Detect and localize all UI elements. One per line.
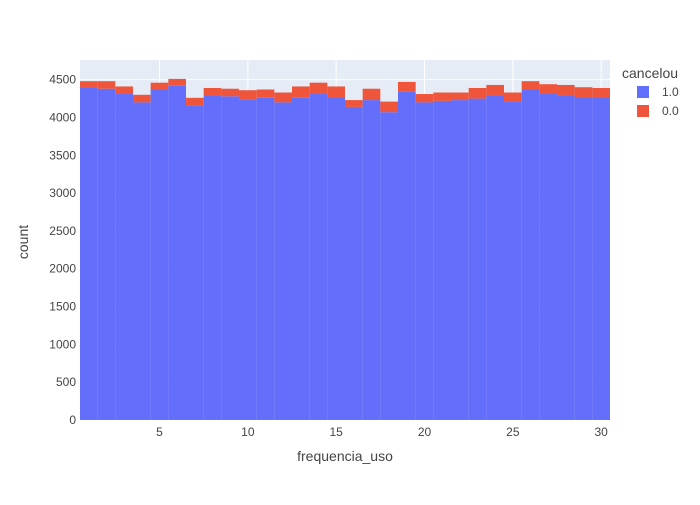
bar-0.0-19[interactable] [398, 81, 416, 92]
y-tick-label: 4000 [49, 110, 76, 124]
legend-items[interactable]: 1.00.0 [637, 85, 679, 118]
bar-1.0-7[interactable] [186, 105, 204, 421]
y-tick-label: 0 [69, 413, 76, 427]
bar-1.0-24[interactable] [486, 95, 504, 421]
legend-label: 1.0 [662, 85, 679, 99]
legend-item-0.0[interactable]: 0.0 [637, 104, 679, 118]
y-tick-label: 2000 [49, 262, 76, 276]
bar-1.0-4[interactable] [133, 102, 151, 421]
x-tick-label: 10 [241, 425, 255, 439]
bar-0.0-1[interactable] [80, 81, 98, 88]
bar-1.0-1[interactable] [80, 87, 98, 421]
bar-0.0-20[interactable] [415, 94, 434, 103]
y-tick-label: 3000 [49, 186, 76, 200]
legend-swatch [637, 86, 649, 98]
bar-0.0-17[interactable] [362, 88, 381, 101]
y-tick-labels: 0 500 1000 1500 2000 2500 3000 3500 4000 4500 [49, 73, 76, 427]
bar-0.0-22[interactable] [451, 92, 469, 101]
bar-1.0-27[interactable] [539, 94, 557, 420]
legend-label: 0.0 [662, 104, 679, 118]
legend[interactable]: cancelou 1.00.0 [622, 65, 679, 118]
bar-0.0-14[interactable] [309, 82, 328, 95]
bar-1.0-21[interactable] [433, 100, 451, 421]
bar-1.0-13[interactable] [292, 97, 310, 420]
bar-0.0-4[interactable] [133, 94, 151, 103]
y-tick-label: 2500 [49, 224, 76, 238]
bar-0.0-6[interactable] [168, 78, 186, 86]
x-axis-title: frequencia_uso [297, 448, 393, 464]
bar-1.0-6[interactable] [168, 85, 186, 420]
bar-1.0-19[interactable] [398, 91, 416, 420]
legend-title: cancelou [622, 65, 678, 81]
bar-0.0-27[interactable] [539, 84, 557, 95]
bar-0.0-25[interactable] [504, 92, 522, 102]
bar-0.0-30[interactable] [592, 87, 610, 98]
bar-0.0-12[interactable] [274, 92, 292, 103]
bar-0.0-26[interactable] [521, 81, 540, 90]
bar-1.0-22[interactable] [451, 100, 469, 420]
legend-swatch [637, 105, 649, 117]
y-tick-label: 3500 [49, 148, 76, 162]
bar-1.0-10[interactable] [239, 99, 257, 420]
bar-1.0-28[interactable] [557, 95, 575, 421]
bar-1.0-20[interactable] [415, 102, 434, 421]
bar-0.0-15[interactable] [327, 86, 345, 98]
bar-0.0-21[interactable] [433, 92, 451, 101]
y-axis-title: count [15, 225, 31, 259]
x-tick-label: 20 [418, 425, 432, 439]
bar-0.0-29[interactable] [574, 87, 593, 98]
bar-1.0-26[interactable] [521, 89, 540, 421]
bar-0.0-10[interactable] [239, 90, 257, 100]
x-tick-label: 25 [506, 425, 520, 439]
bar-1.0-8[interactable] [203, 95, 222, 421]
y-tick-label: 1000 [49, 337, 76, 351]
bar-0.0-18[interactable] [380, 101, 398, 113]
x-tick-label: 30 [594, 425, 608, 439]
bar-1.0-5[interactable] [150, 89, 169, 421]
bar-0.0-16[interactable] [345, 100, 363, 107]
bar-0.0-3[interactable] [115, 86, 133, 95]
bar-1.0-17[interactable] [362, 100, 381, 420]
bar-1.0-12[interactable] [274, 102, 292, 421]
bar-1.0-29[interactable] [574, 97, 593, 420]
bar-0.0-13[interactable] [292, 86, 310, 98]
bar-1.0-9[interactable] [221, 96, 239, 420]
bar-1.0-16[interactable] [345, 106, 363, 421]
x-tick-labels: 5 10 15 20 25 30 [156, 425, 608, 439]
x-tick-label: 5 [156, 425, 163, 439]
bar-0.0-7[interactable] [186, 97, 204, 106]
y-tick-label: 1500 [49, 300, 76, 314]
bar-1.0-18[interactable] [380, 112, 398, 420]
bar-0.0-28[interactable] [557, 84, 575, 96]
bar-0.0-8[interactable] [203, 87, 222, 96]
bar-1.0-14[interactable] [309, 94, 328, 420]
bar-0.0-23[interactable] [468, 87, 487, 99]
bar-0.0-11[interactable] [256, 89, 275, 98]
bar-1.0-23[interactable] [468, 98, 487, 421]
bar-0.0-5[interactable] [150, 82, 169, 90]
y-tick-label: 4500 [49, 73, 76, 87]
y-tick-label: 500 [56, 375, 76, 389]
bar-1.0-25[interactable] [504, 101, 522, 420]
x-tick-label: 15 [329, 425, 343, 439]
bar-0.0-24[interactable] [486, 84, 504, 96]
bar-1.0-2[interactable] [97, 88, 116, 420]
bar-1.0-30[interactable] [592, 97, 610, 420]
bars [80, 78, 610, 421]
bar-1.0-11[interactable] [256, 97, 275, 420]
legend-item-1.0[interactable]: 1.0 [637, 85, 679, 99]
bar-1.0-3[interactable] [115, 94, 133, 420]
bar-0.0-9[interactable] [221, 88, 239, 97]
bar-1.0-15[interactable] [327, 97, 345, 420]
bar-0.0-2[interactable] [97, 81, 116, 89]
